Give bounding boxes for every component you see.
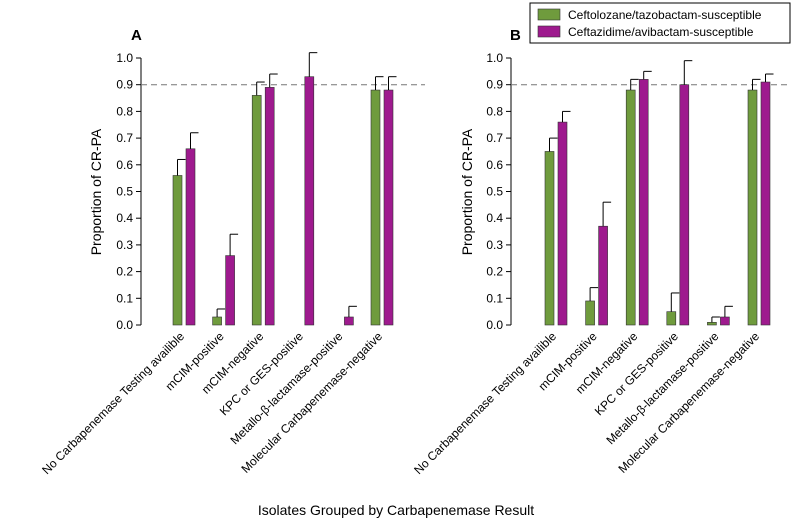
legend: Ceftolozane/tazobactam-susceptible Ceftaz… (529, 2, 791, 44)
bar-ceftazidime (638, 79, 649, 326)
y-tick-label: 0.4 (486, 211, 503, 225)
y-tick-label: 0.9 (486, 78, 503, 92)
y-tick-label: 0.2 (486, 265, 503, 279)
bar-ceftolozane (625, 89, 636, 326)
y-axis-title: Proportion of CR-PA (459, 128, 475, 255)
panel-a: A 0.0 0.1 0.2 0.3 0.4 0.5 0.6 0.7 0.8 0.9 1.0 Propor… (39, 27, 425, 477)
category-label: No Carbapenemase Testing availible (39, 329, 187, 477)
y-tick-label: 0.1 (116, 291, 133, 305)
y-tick-label: 0.1 (486, 291, 503, 305)
bar-ceftazidime (760, 81, 771, 326)
bar-ceftazidime (264, 87, 275, 326)
y-tick-label: 0.9 (116, 78, 133, 92)
category-label: Molecular Carbapenemase-negative (238, 329, 385, 476)
legend-label: Ceftolozane/tazobactam-susceptible (568, 8, 762, 22)
legend-label: Ceftazidime/avibactam-susceptible (568, 25, 754, 39)
bar-ceftazidime (225, 255, 235, 326)
bar-ceftolozane (212, 316, 222, 326)
y-tick-label: 0.5 (116, 185, 133, 199)
bar-ceftolozane (370, 89, 381, 326)
legend-swatch (537, 8, 561, 21)
panel-letter: B (510, 27, 521, 44)
bar-ceftazidime (720, 316, 730, 326)
bar-ceftolozane (172, 175, 183, 326)
y-tick-label: 0.6 (486, 158, 503, 172)
y-tick-label: 0.2 (116, 265, 133, 279)
legend-box (529, 2, 791, 44)
bar-ceftazidime (598, 225, 608, 326)
bar-ceftolozane (666, 311, 677, 326)
y-tick-label: 0.5 (486, 185, 503, 199)
bar-ceftazidime (344, 316, 354, 326)
y-tick-label: 0.8 (486, 104, 503, 118)
panel-letter: A (131, 27, 142, 44)
y-tick-label: 0.0 (486, 318, 503, 332)
y-tick-label: 0.4 (116, 211, 133, 225)
x-axis-title: Isolates Grouped by Carbapenemase Result (258, 502, 534, 518)
y-axis-title: Proportion of CR-PA (88, 128, 104, 255)
y-tick-label: 0.7 (486, 131, 503, 145)
y-tick-label: 0.3 (116, 238, 133, 252)
panel-b: B 0.0 0.1 0.2 0.3 0.4 0.5 0.6 0.7 0.8 0.9 1.0 Propor… (411, 27, 790, 477)
bar-ceftolozane (544, 151, 555, 326)
legend-swatch (537, 25, 561, 38)
bar-ceftazidime (304, 76, 315, 326)
bar-ceftolozane (251, 95, 262, 326)
y-tick-label: 0.6 (116, 158, 133, 172)
y-tick-label: 1.0 (116, 51, 133, 65)
bar-ceftazidime (679, 84, 690, 326)
y-tick-label: 0.7 (116, 131, 133, 145)
bar-ceftazidime (557, 121, 568, 326)
category-label: No Carbapenemase Testing availible (411, 329, 559, 477)
y-tick-label: 0.8 (116, 104, 133, 118)
bar-ceftolozane (707, 322, 717, 326)
bar-ceftolozane (747, 89, 758, 326)
bar-ceftazidime (185, 148, 196, 326)
bar-ceftolozane (585, 300, 595, 326)
y-tick-label: 0.3 (486, 238, 503, 252)
y-tick-label: 1.0 (486, 51, 503, 65)
bar-ceftazidime (383, 89, 394, 326)
y-tick-label: 0.0 (116, 318, 133, 332)
